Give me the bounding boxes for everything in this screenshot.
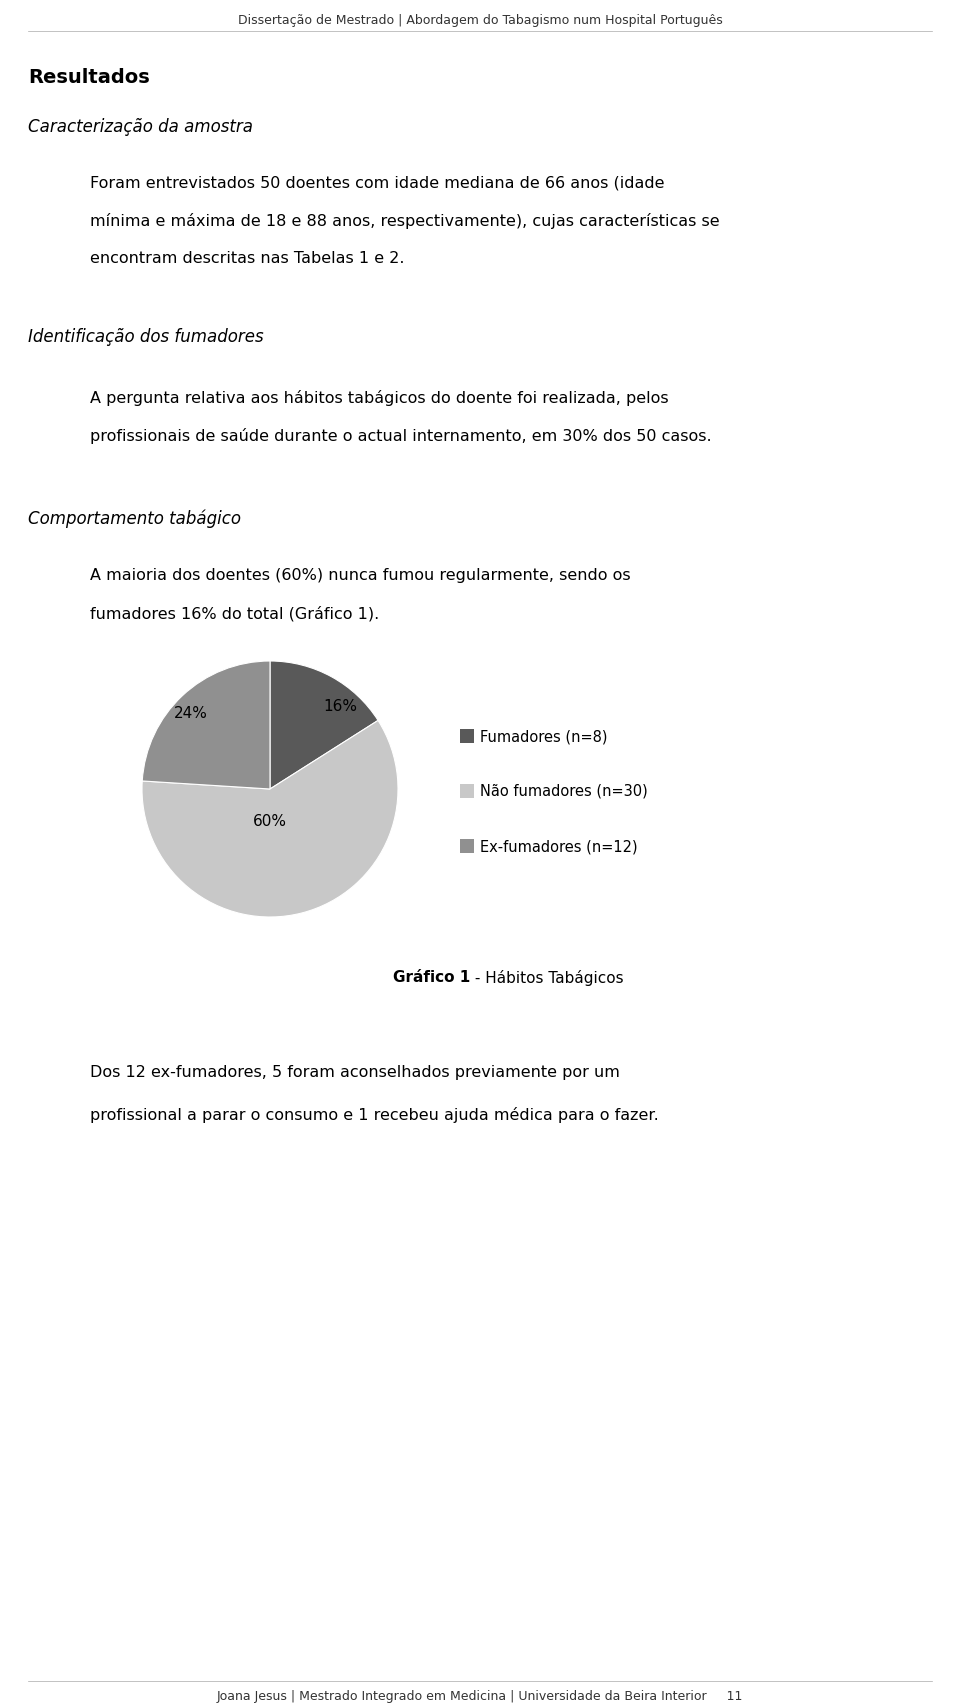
Text: Fumadores (n=8): Fumadores (n=8): [480, 729, 608, 744]
Text: profissional a parar o consumo e 1 recebeu ajuda médica para o fazer.: profissional a parar o consumo e 1 receb…: [90, 1106, 659, 1121]
Text: A pergunta relativa aos hábitos tabágicos do doente foi realizada, pelos: A pergunta relativa aos hábitos tabágico…: [90, 389, 668, 406]
Text: Caracterização da amostra: Caracterização da amostra: [28, 118, 253, 137]
Text: Gráfico 1: Gráfico 1: [393, 970, 470, 985]
Text: Joana Jesus | Mestrado Integrado em Medicina | Universidade da Beira Interior   : Joana Jesus | Mestrado Integrado em Medi…: [217, 1688, 743, 1702]
Text: 24%: 24%: [174, 705, 207, 720]
Text: profissionais de saúde durante o actual internamento, em 30% dos 50 casos.: profissionais de saúde durante o actual …: [90, 428, 711, 444]
Text: A maioria dos doentes (60%) nunca fumou regularmente, sendo os: A maioria dos doentes (60%) nunca fumou …: [90, 568, 631, 582]
Text: Identificação dos fumadores: Identificação dos fumadores: [28, 328, 264, 347]
Text: fumadores 16% do total (Gráfico 1).: fumadores 16% do total (Gráfico 1).: [90, 606, 379, 621]
Text: Dissertação de Mestrado | Abordagem do Tabagismo num Hospital Português: Dissertação de Mestrado | Abordagem do T…: [238, 14, 722, 27]
Text: - Hábitos Tabágicos: - Hábitos Tabágicos: [470, 970, 624, 985]
Wedge shape: [270, 662, 378, 790]
Text: Não fumadores (n=30): Não fumadores (n=30): [480, 784, 648, 799]
Text: 16%: 16%: [324, 698, 357, 714]
Text: encontram descritas nas Tabelas 1 e 2.: encontram descritas nas Tabelas 1 e 2.: [90, 251, 404, 266]
Text: Dos 12 ex-fumadores, 5 foram aconselhados previamente por um: Dos 12 ex-fumadores, 5 foram aconselhado…: [90, 1065, 620, 1079]
Text: 60%: 60%: [253, 814, 287, 830]
Text: mínima e máxima de 18 e 88 anos, respectivamente), cujas características se: mínima e máxima de 18 e 88 anos, respect…: [90, 213, 720, 229]
Text: Resultados: Resultados: [28, 68, 150, 87]
Text: Foram entrevistados 50 doentes com idade mediana de 66 anos (idade: Foram entrevistados 50 doentes com idade…: [90, 174, 664, 189]
Wedge shape: [142, 662, 270, 790]
Wedge shape: [142, 720, 398, 917]
Text: Ex-fumadores (n=12): Ex-fumadores (n=12): [480, 838, 637, 854]
Text: Comportamento tabágico: Comportamento tabágico: [28, 510, 241, 527]
